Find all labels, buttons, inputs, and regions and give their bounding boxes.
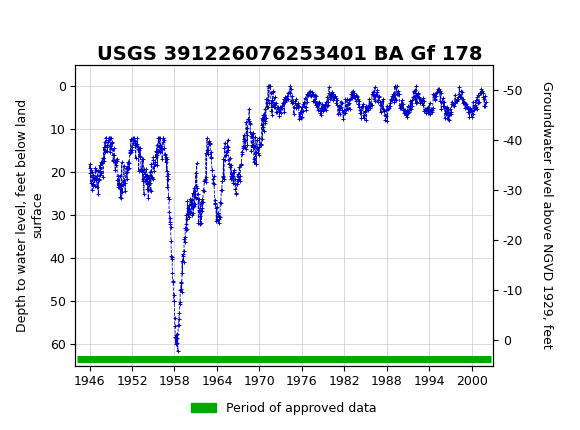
- Text: USGS 391226076253401 BA Gf 178: USGS 391226076253401 BA Gf 178: [97, 45, 483, 64]
- Text: ≡USGS: ≡USGS: [9, 10, 63, 28]
- Y-axis label: Groundwater level above NGVD 1929, feet: Groundwater level above NGVD 1929, feet: [540, 81, 553, 349]
- Y-axis label: Depth to water level, feet below land
surface: Depth to water level, feet below land su…: [16, 98, 44, 332]
- Legend: Period of approved data: Period of approved data: [186, 397, 382, 420]
